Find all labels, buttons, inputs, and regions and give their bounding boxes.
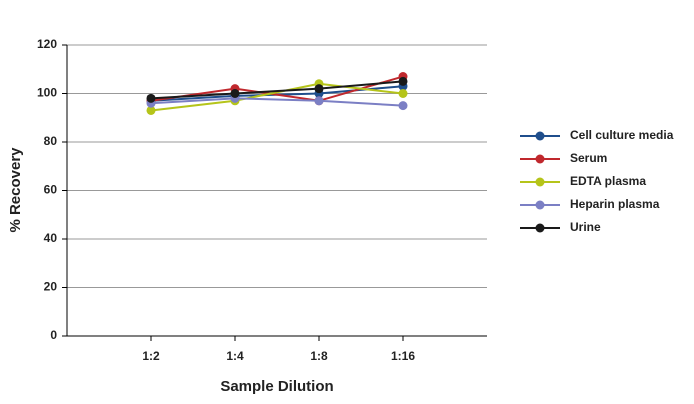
x-tick-label: 1:2 [142,349,160,363]
data-point [398,89,408,98]
x-tick-label: 1:8 [310,349,328,363]
data-point [314,96,324,106]
y-tick-label: 0 [50,328,57,342]
x-tick-label: 1:16 [391,349,415,363]
legend-marker [535,223,545,233]
data-point [314,84,324,94]
y-tick-label: 80 [44,134,58,148]
data-point [398,101,408,111]
y-tick-label: 60 [44,183,58,197]
series-line [150,97,404,107]
y-axis-title: % Recovery [7,147,24,233]
x-axis-title: Sample Dilution [220,378,333,395]
x-tick-label: 1:4 [226,349,244,363]
legend-label: Cell culture media [570,128,674,142]
y-tick-label: 20 [44,280,58,294]
data-point [146,93,156,103]
data-point [398,76,408,86]
series-line [150,80,404,100]
legend-marker [535,131,545,141]
y-tick-label: 120 [37,37,57,51]
y-tick-label: 100 [37,86,57,100]
data-point [230,89,240,98]
legend-label: Serum [570,151,607,165]
legend-label: Heparin plasma [570,197,660,211]
legend-marker [535,154,545,164]
series-line [150,82,404,112]
legend-label: EDTA plasma [570,174,646,188]
data-point [146,105,156,115]
y-tick-label: 40 [44,231,58,245]
legend-label: Urine [570,220,601,234]
legend-marker [535,177,545,187]
legend-marker [535,200,545,210]
